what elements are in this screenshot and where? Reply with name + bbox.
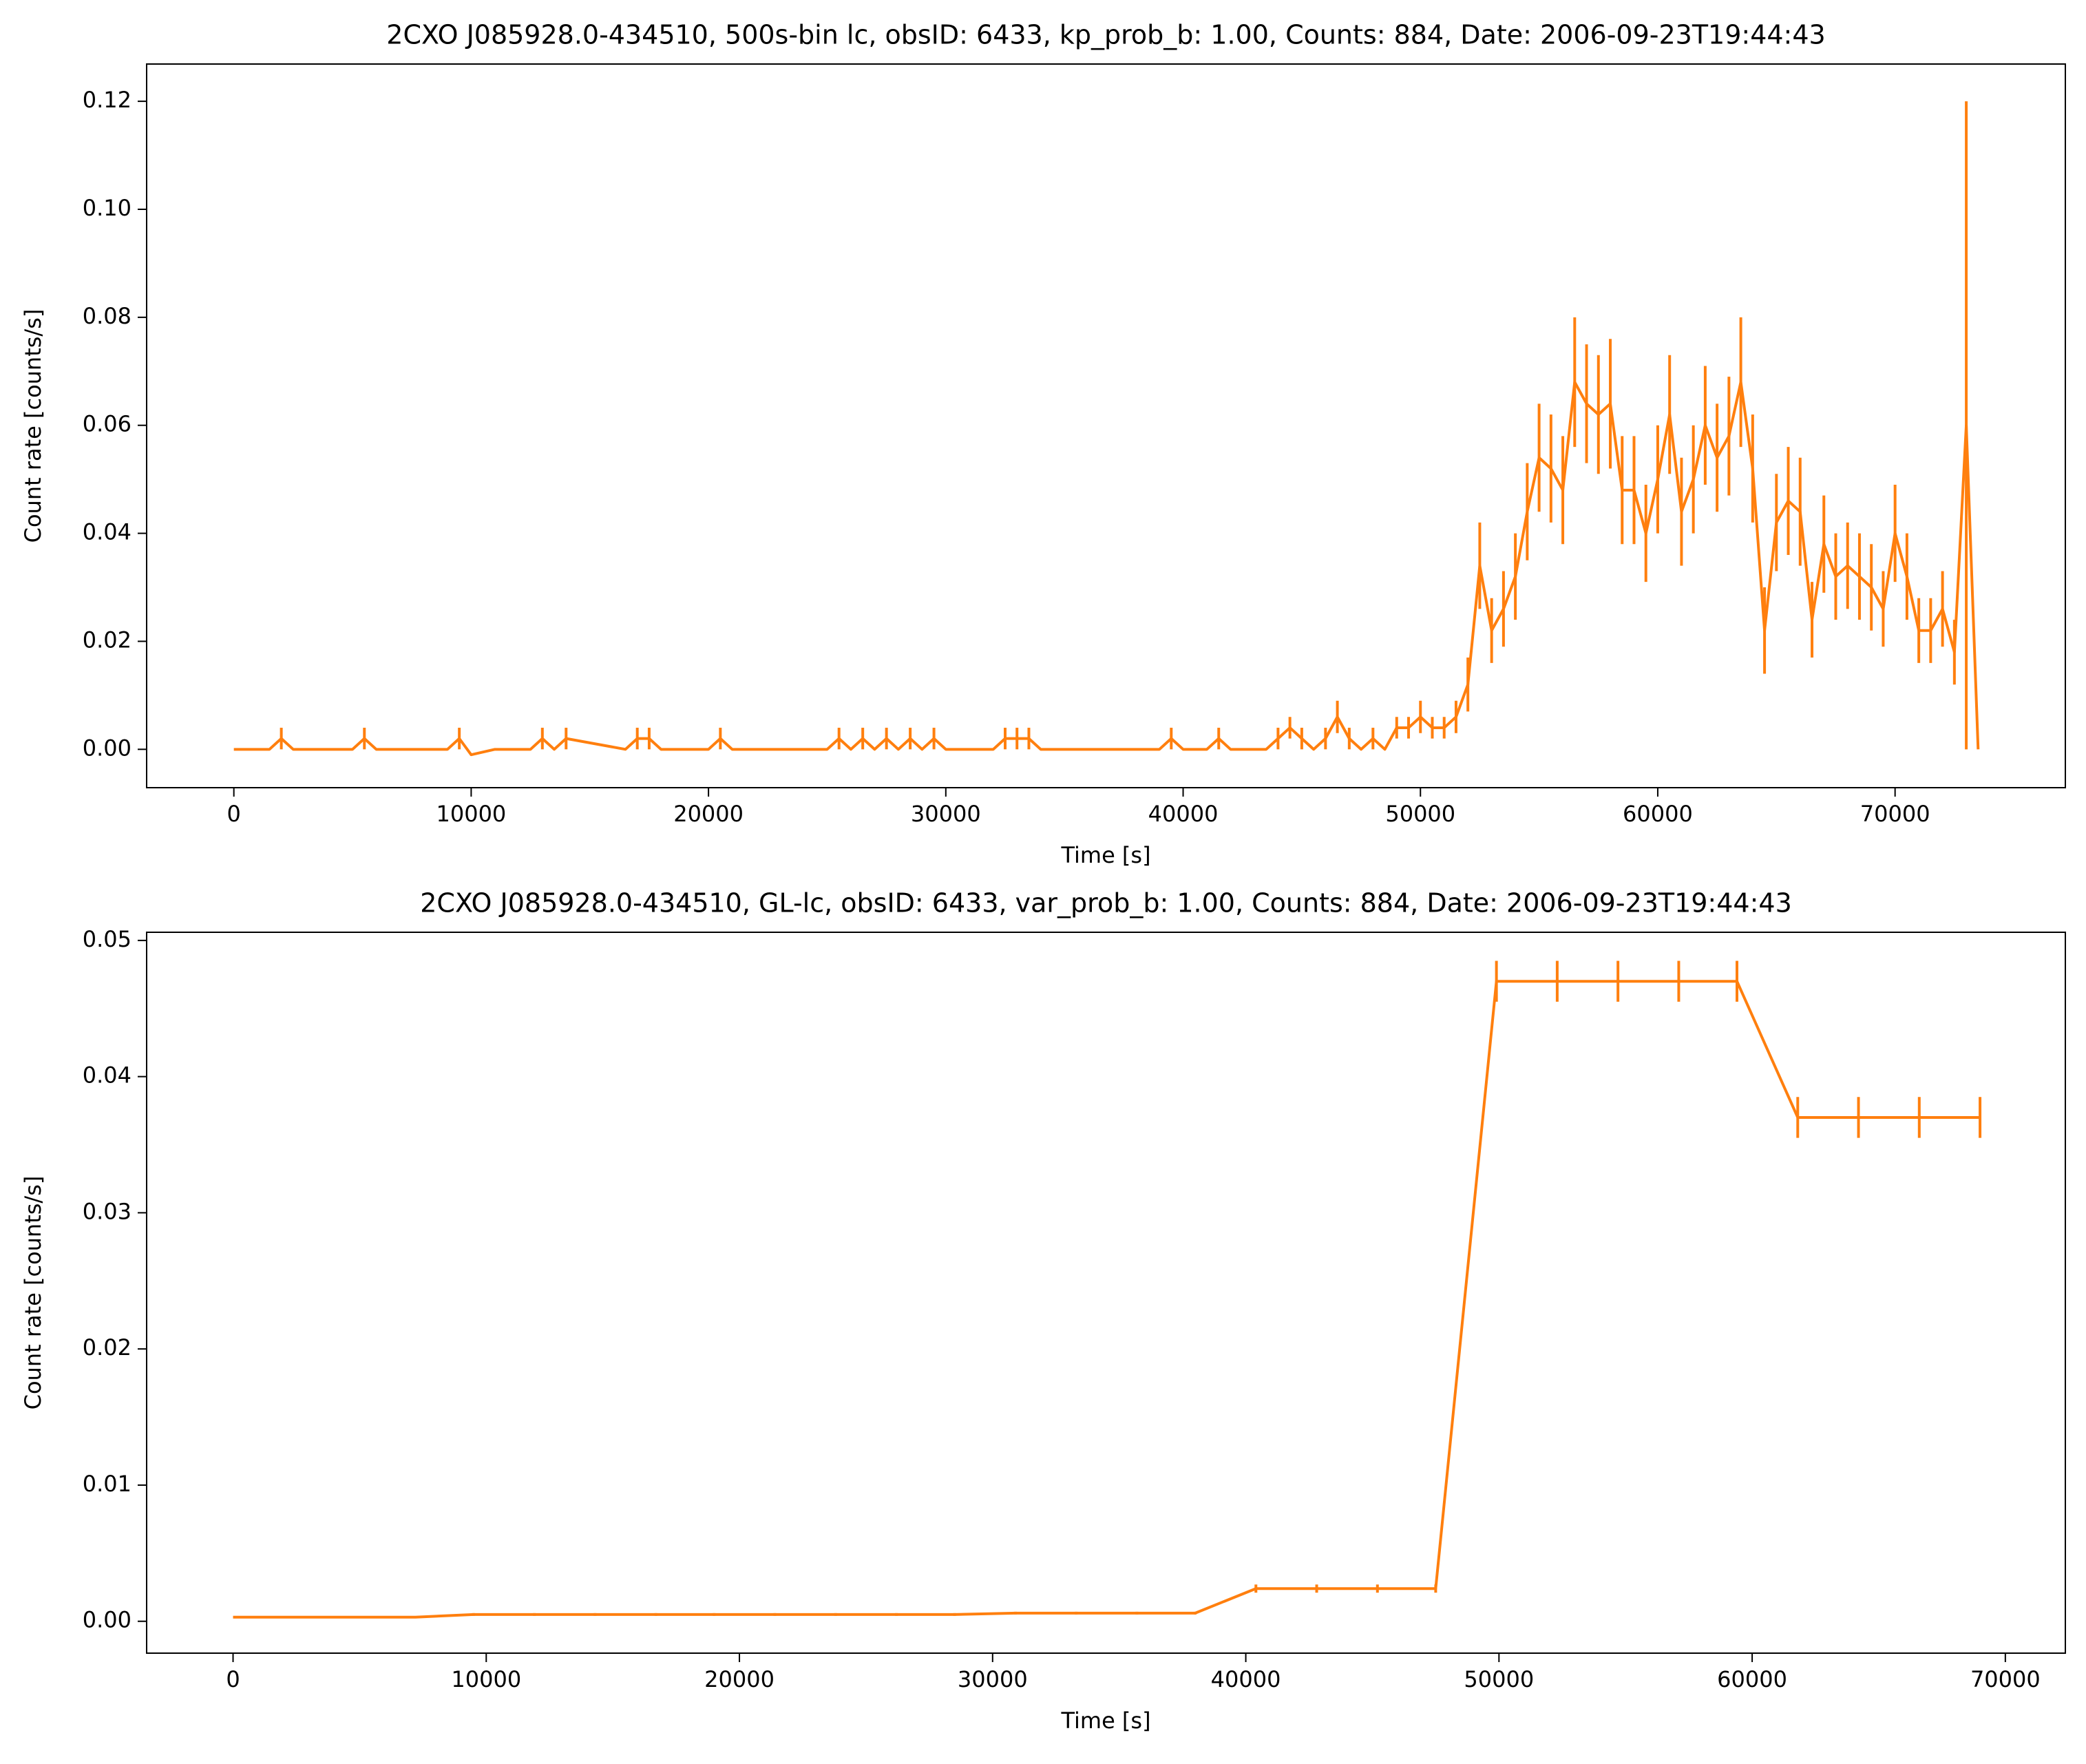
x-tick-label: 0 [226, 1666, 240, 1692]
x-tick-label: 60000 [1717, 1666, 1787, 1692]
y-tick-label: 0.10 [83, 195, 131, 221]
y-tick-label: 0.05 [83, 926, 131, 952]
x-tick-label: 10000 [451, 1666, 521, 1692]
x-tick-label: 50000 [1464, 1666, 1534, 1692]
y-tick-label: 0.06 [83, 411, 131, 437]
x-tick-label: 50000 [1385, 801, 1455, 827]
x-tick-label: 20000 [673, 801, 744, 827]
x-tick-label: 30000 [911, 801, 981, 827]
x-tick-label: 60000 [1623, 801, 1693, 827]
axes-frame [146, 63, 2066, 788]
x-tick-label: 40000 [1211, 1666, 1281, 1692]
y-axis-label: Count rate [counts/s] [20, 309, 46, 543]
data-line [233, 980, 1981, 1619]
x-tick-label: 40000 [1148, 801, 1219, 827]
chart-title: 2CXO J085928.0-434510, 500s-bin lc, obsI… [386, 20, 1825, 50]
y-tick-label: 0.00 [83, 1607, 131, 1633]
y-tick-label: 0.00 [83, 735, 131, 761]
y-tick-label: 0.03 [83, 1198, 131, 1224]
x-axis-label: Time [s] [1060, 1708, 1150, 1734]
x-tick-label: 0 [227, 801, 241, 827]
x-tick-label: 30000 [958, 1666, 1028, 1692]
y-tick-label: 0.02 [83, 1334, 131, 1361]
y-tick-label: 0.01 [83, 1471, 131, 1497]
x-tick-label: 10000 [436, 801, 506, 827]
x-axis-label: Time [s] [1060, 842, 1150, 868]
chart-title: 2CXO J085928.0-434510, GL-lc, obsID: 643… [420, 888, 1792, 918]
x-tick-label: 20000 [704, 1666, 775, 1692]
y-tick-label: 0.12 [83, 87, 131, 113]
y-tick-label: 0.04 [83, 1062, 131, 1089]
x-tick-label: 70000 [1860, 801, 1930, 827]
y-tick-label: 0.02 [83, 627, 131, 653]
y-axis-label: Count rate [counts/s] [20, 1176, 46, 1410]
x-tick-label: 70000 [1970, 1666, 2041, 1692]
y-tick-label: 0.08 [83, 303, 131, 329]
y-tick-label: 0.04 [83, 519, 131, 545]
axes-frame [146, 932, 2066, 1654]
